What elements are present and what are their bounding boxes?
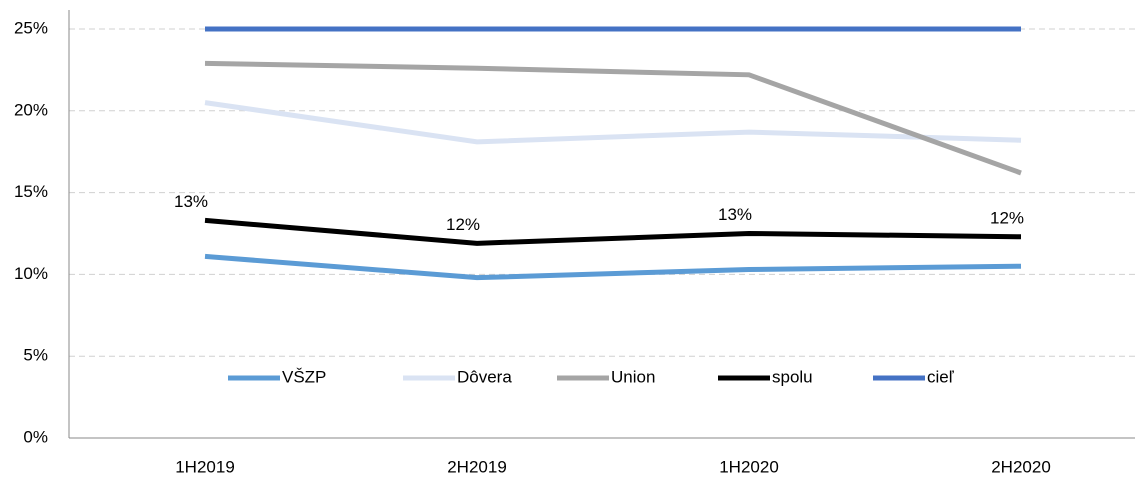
legend-label: spolu [772,367,813,386]
y-tick-label: 10% [14,264,48,283]
series-line [204,60,1022,176]
legend-label: cieľ [927,367,955,386]
y-tick-label: 0% [23,427,48,446]
x-tick-label: 1H2019 [175,457,235,476]
data-label: 12% [446,215,480,234]
y-tick-label: 25% [14,18,48,37]
legend-label: Union [611,367,655,386]
legend-label: VŠZP [282,367,326,386]
series-line [204,253,1022,281]
x-tick-label: 2H2019 [447,457,507,476]
data-label: 12% [990,208,1024,227]
series-line [204,217,1022,246]
y-tick-label: 20% [14,100,48,119]
y-tick-label: 15% [14,182,48,201]
series-line [204,100,1022,145]
x-tick-label: 1H2020 [719,457,779,476]
y-tick-label: 5% [23,346,48,365]
legend-label: Dôvera [457,367,512,386]
data-label: 13% [718,205,752,224]
x-tick-label: 2H2020 [991,457,1051,476]
data-label: 13% [174,192,208,211]
